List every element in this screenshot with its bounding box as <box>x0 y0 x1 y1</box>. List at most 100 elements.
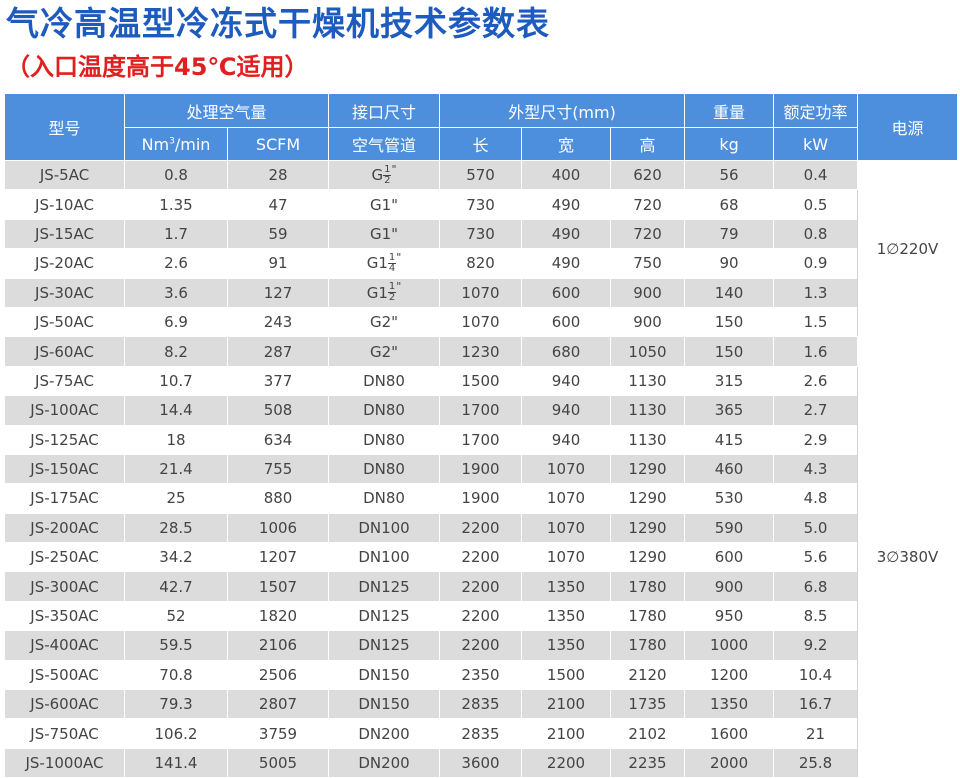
cell-kw: 1.5 <box>773 306 859 338</box>
cell-pipe: G2" <box>328 306 441 338</box>
cell-scfm: 3759 <box>226 718 330 749</box>
cell-w: 490 <box>521 248 612 279</box>
cell-l: 1500 <box>439 365 523 397</box>
cell-w: 1350 <box>521 571 612 602</box>
cell-scfm: 1507 <box>226 571 330 602</box>
cell-scfm: 1207 <box>226 542 330 573</box>
cell-scfm: 755 <box>226 453 330 485</box>
cell-pipe: DN100 <box>328 512 441 544</box>
header-height: 高 <box>610 127 686 161</box>
cell-l: 2200 <box>439 600 523 632</box>
cell-l: 2350 <box>439 659 523 691</box>
cell-h: 750 <box>610 248 686 279</box>
cell-model: JS-250AC <box>4 542 125 573</box>
cell-kg: 1350 <box>684 689 775 720</box>
table-row: JS-750AC 106.2 3759 DN200 2835 2100 2102 1600 21 <box>4 718 958 749</box>
table-row: JS-15AC 1.7 59 G1" 730 490 720 79 0.8 <box>4 218 958 250</box>
cell-model: JS-10AC <box>4 189 125 220</box>
cell-w: 2100 <box>521 689 612 720</box>
cell-model: JS-50AC <box>4 306 125 338</box>
cell-scfm: 47 <box>226 189 330 220</box>
table-row: JS-100AC 14.4 508 DN80 1700 940 1130 365 2.7 <box>4 395 958 426</box>
cell-kg: 590 <box>684 512 775 544</box>
cell-model: JS-100AC <box>4 395 125 426</box>
cell-pipe: DN125 <box>328 571 441 602</box>
cell-h: 1290 <box>610 542 686 573</box>
cell-kw: 2.9 <box>773 424 859 455</box>
table-row: JS-500AC 70.8 2506 DN150 2350 1500 2120 1200 10.… <box>4 659 958 691</box>
cell-model: JS-30AC <box>4 277 125 308</box>
cell-model: JS-750AC <box>4 718 125 749</box>
cell-l: 1700 <box>439 395 523 426</box>
header-power-rating: 额定功率 <box>773 93 859 128</box>
cell-kw: 8.5 <box>773 600 859 632</box>
cell-kg: 600 <box>684 542 775 573</box>
cell-h: 1780 <box>610 630 686 661</box>
table-row: JS-175AC 25 880 DN80 1900 1070 1290 530 4.8 <box>4 483 958 514</box>
cell-kg: 140 <box>684 277 775 308</box>
cell-kg: 2000 <box>684 747 775 778</box>
cell-w: 2100 <box>521 718 612 749</box>
cell-kw: 5.6 <box>773 542 859 573</box>
cell-kg: 950 <box>684 600 775 632</box>
cell-model: JS-500AC <box>4 659 125 691</box>
cell-nm3: 1.35 <box>124 189 228 220</box>
table-row: JS-5AC 0.8 28 G 1 2 " 570 400 620 56 0.4 1∅220V <box>4 159 959 338</box>
cell-w: 1350 <box>521 630 612 661</box>
cell-w: 940 <box>521 395 612 426</box>
cell-kw: 0.4 <box>773 159 859 191</box>
cell-l: 2200 <box>439 512 523 544</box>
cell-model: JS-200AC <box>4 512 125 544</box>
cell-h: 1780 <box>610 600 686 632</box>
cell-w: 600 <box>521 277 612 308</box>
cell-h: 2120 <box>610 659 686 691</box>
cell-nm3: 141.4 <box>124 747 228 778</box>
cell-nm3: 70.8 <box>124 659 228 691</box>
cell-nm3: 42.7 <box>124 571 228 602</box>
cell-l: 570 <box>439 159 523 191</box>
cell-l: 2200 <box>439 542 523 573</box>
cell-h: 900 <box>610 277 686 308</box>
cell-model: JS-300AC <box>4 571 125 602</box>
cell-scfm: 127 <box>226 277 330 308</box>
cell-model: JS-1000AC <box>4 747 125 778</box>
cell-scfm: 2807 <box>226 689 330 720</box>
cell-l: 1070 <box>439 277 523 308</box>
cell-w: 940 <box>521 365 612 397</box>
cell-model: JS-400AC <box>4 630 125 661</box>
header-model: 型号 <box>4 93 125 161</box>
cell-l: 1230 <box>439 336 523 367</box>
cell-l: 730 <box>439 218 523 250</box>
cell-w: 1070 <box>521 453 612 485</box>
cell-scfm: 880 <box>226 483 330 514</box>
cell-model: JS-75AC <box>4 365 125 397</box>
cell-h: 2235 <box>610 747 686 778</box>
cell-nm3: 25 <box>124 483 228 514</box>
cell-scfm: 634 <box>226 424 330 455</box>
cell-nm3: 10.7 <box>124 365 228 397</box>
cell-pipe: DN80 <box>328 453 441 485</box>
table-row: JS-125AC 18 634 DN80 1700 940 1130 415 2.9 <box>4 424 958 455</box>
cell-pipe: DN150 <box>328 659 441 691</box>
cell-l: 730 <box>439 189 523 220</box>
cell-h: 1780 <box>610 571 686 602</box>
cell-nm3: 21.4 <box>124 453 228 485</box>
cell-scfm: 287 <box>226 336 330 367</box>
table-row: JS-400AC 59.5 2106 DN125 2200 1350 1780 1000 9.2 <box>4 630 958 661</box>
cell-scfm: 508 <box>226 395 330 426</box>
cell-pipe: DN80 <box>328 483 441 514</box>
cell-h: 1290 <box>610 512 686 544</box>
cell-pipe: DN100 <box>328 542 441 573</box>
cell-scfm: 5005 <box>226 747 330 778</box>
cell-kg: 150 <box>684 336 775 367</box>
cell-kw: 10.4 <box>773 659 859 691</box>
cell-pipe: DN80 <box>328 395 441 426</box>
cell-nm3: 79.3 <box>124 689 228 720</box>
cell-nm3: 52 <box>124 600 228 632</box>
cell-pipe: G1" <box>328 218 441 250</box>
cell-pipe: G1 1 4 " <box>328 248 441 279</box>
cell-supply: 3∅380V <box>857 336 959 778</box>
cell-kw: 0.9 <box>773 248 859 279</box>
cell-kg: 530 <box>684 483 775 514</box>
header-connection: 接口尺寸 <box>328 93 441 128</box>
